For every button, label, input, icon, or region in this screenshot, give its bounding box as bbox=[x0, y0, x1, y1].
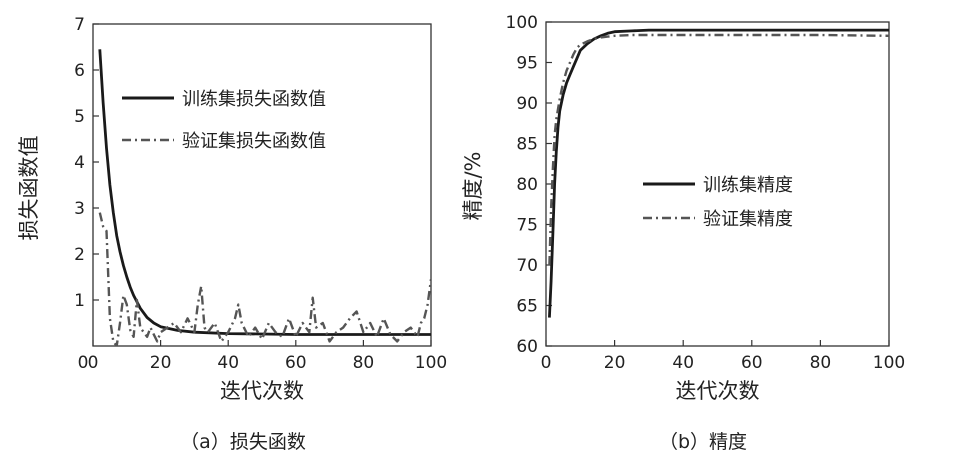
y-tick-label: 75 bbox=[516, 216, 538, 236]
y-tick-label: 70 bbox=[516, 256, 538, 276]
y-axis-title: 精度/% bbox=[461, 151, 485, 220]
chart-caption: （a）损失函数 bbox=[180, 431, 306, 453]
x-tick-label: 60 bbox=[285, 353, 307, 373]
x-tick-label: 40 bbox=[217, 353, 239, 373]
x-tick-label: 40 bbox=[672, 353, 694, 373]
legend-label: 验证集损失函数值 bbox=[182, 131, 326, 152]
y-tick-label: 5 bbox=[74, 107, 85, 127]
series-line-validation bbox=[98, 212, 431, 346]
y-axis-title: 损失函数值 bbox=[17, 136, 41, 241]
y-tick-label: 100 bbox=[506, 13, 538, 33]
y-tick-label: 65 bbox=[516, 297, 538, 317]
y-tick-label: 90 bbox=[516, 94, 538, 114]
y-tick-label: 2 bbox=[74, 245, 85, 265]
y-tick-label: 7 bbox=[74, 15, 85, 35]
y-tick-label: 4 bbox=[74, 153, 85, 173]
x-tick-label: 0 bbox=[541, 353, 552, 373]
y-tick-label: 95 bbox=[516, 54, 538, 74]
x-tick-label: 0 bbox=[88, 353, 99, 373]
series-line-train bbox=[98, 49, 431, 336]
x-tick-label: 100 bbox=[873, 353, 905, 373]
legend-label: 验证集精度 bbox=[703, 209, 793, 230]
y-tick-label: 1 bbox=[74, 291, 85, 311]
x-tick-label: 100 bbox=[415, 353, 447, 373]
x-tick-label: 20 bbox=[150, 353, 172, 373]
chart-loss: 0 20 40 60 80 100 1 2 3 4 5 6 7 0 迭代次数 损失函数值 （a）损失函数训练集损… bbox=[17, 15, 447, 453]
legend-label: 训练集精度 bbox=[703, 175, 793, 196]
x-axis-title: 迭代次数 bbox=[220, 379, 304, 403]
y-tick-label: 6 bbox=[74, 61, 85, 81]
origin-label: 0 bbox=[78, 353, 89, 373]
x-tick-label: 80 bbox=[810, 353, 832, 373]
x-tick-label: 60 bbox=[741, 353, 763, 373]
chart-caption: （b）精度 bbox=[659, 431, 747, 453]
legend-label: 训练集损失函数值 bbox=[182, 89, 326, 110]
series-line-train bbox=[548, 28, 889, 318]
chart-accuracy: 0 20 40 60 80 100 60 65 70 75 80 85 90 95 100 迭代次数 精度/% （… bbox=[461, 13, 905, 453]
y-tick-label: 3 bbox=[74, 199, 85, 219]
series-line-validation bbox=[548, 33, 889, 266]
x-tick-label: 80 bbox=[353, 353, 375, 373]
y-tick-label: 80 bbox=[516, 175, 538, 195]
x-axis-title: 迭代次数 bbox=[676, 379, 760, 403]
x-tick-label: 20 bbox=[604, 353, 626, 373]
plot-frame bbox=[92, 23, 432, 347]
y-tick-label: 60 bbox=[516, 337, 538, 357]
y-tick-label: 85 bbox=[516, 135, 538, 155]
